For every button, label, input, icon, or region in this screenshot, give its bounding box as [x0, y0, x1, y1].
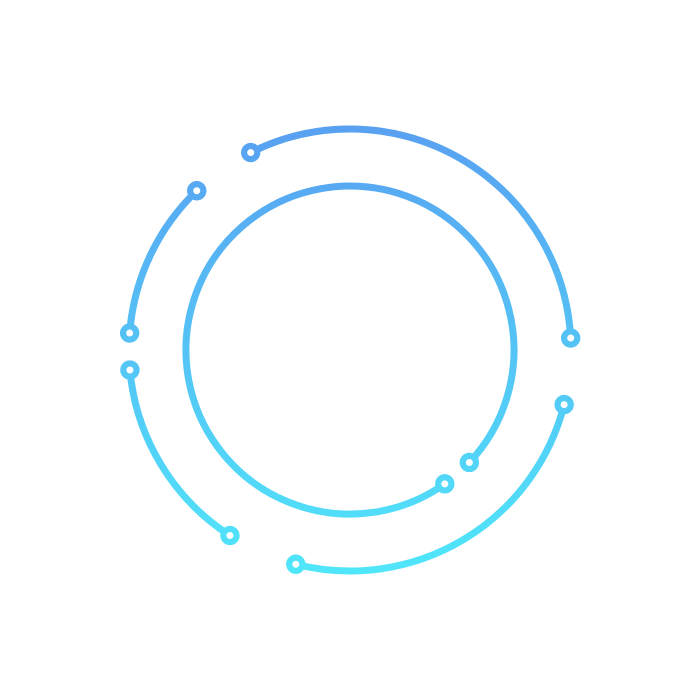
node-dot-outer-arc-bottom-right-start [554, 394, 574, 415]
node-dot-outer-arc-lower-left-start [220, 525, 240, 546]
node-dot-outer-arc-upper-left-start [119, 323, 140, 343]
outer-arc-top [249, 125, 575, 339]
node-dot-inner-end [459, 452, 480, 473]
node-dot-inner-start [435, 474, 455, 494]
node-dot-outer-arc-upper-left-end [187, 181, 207, 201]
outer-arc-upper-left [126, 188, 200, 334]
inner-ring-arc [182, 182, 518, 518]
tech-circle-group [119, 125, 581, 575]
node-dot-outer-arc-lower-left-end [120, 360, 140, 380]
outer-arc-lower-left [126, 369, 232, 539]
node-dot-outer-arc-top-end [560, 328, 581, 348]
outer-arc-bottom-right [294, 403, 568, 575]
node-dot-outer-arc-top-start [240, 142, 261, 163]
node-dot-outer-arc-bottom-right-end [286, 554, 306, 574]
